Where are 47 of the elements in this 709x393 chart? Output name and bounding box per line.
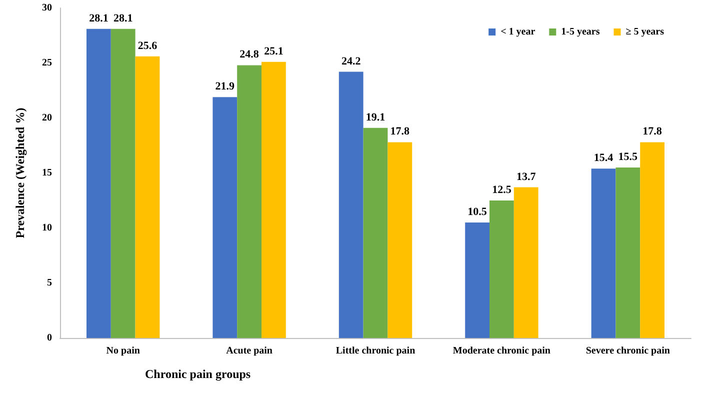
bar <box>363 128 388 338</box>
bar <box>135 56 160 338</box>
bar <box>640 142 664 338</box>
x-tick-label: Severe chronic pain <box>586 346 670 356</box>
bar <box>86 28 111 338</box>
data-label: 28.1 <box>89 12 108 24</box>
data-label: 19.1 <box>366 111 386 124</box>
y-tick-label: 20 <box>42 112 52 124</box>
data-label: 24.8 <box>240 48 260 61</box>
data-label: 25.1 <box>264 45 284 58</box>
y-tick-label: 15 <box>42 168 52 178</box>
x-tick-label: No pain <box>106 346 140 356</box>
y-tick-label: 25 <box>42 58 52 68</box>
data-label: 17.8 <box>642 126 662 138</box>
y-axis-title: Prevalence (Weighted %) <box>13 108 27 238</box>
data-label: 12.5 <box>492 184 512 196</box>
bar <box>262 62 286 338</box>
bar <box>514 187 538 338</box>
legend-label: < 1 year <box>500 26 536 38</box>
y-tick-label: 0 <box>47 332 52 344</box>
data-label: 13.7 <box>516 170 536 183</box>
bar <box>465 222 490 338</box>
data-label: 21.9 <box>215 80 236 93</box>
x-tick-label: Acute pain <box>226 346 273 356</box>
bar <box>616 168 640 338</box>
y-tick-label: 10 <box>42 222 52 234</box>
data-label: 28.1 <box>113 12 133 24</box>
bar <box>338 72 364 338</box>
legend-label: ≥ 5 years <box>626 26 664 38</box>
data-label: 15.5 <box>618 151 638 163</box>
x-tick-label: Little chronic pain <box>336 346 416 356</box>
data-label: 17.8 <box>390 126 410 138</box>
data-label: 25.6 <box>138 40 158 52</box>
legend-label: 1-5 years <box>561 26 600 38</box>
bar <box>388 142 412 338</box>
data-label: 24.2 <box>341 55 362 68</box>
x-tick-label: Moderate chronic pain <box>452 346 551 356</box>
bar <box>490 200 514 338</box>
bar <box>110 28 136 338</box>
data-label: 10.5 <box>468 206 488 218</box>
y-tick-label: 30 <box>42 2 52 14</box>
bar <box>237 65 262 338</box>
x-axis-title: Chronic pain groups <box>145 367 251 381</box>
bar <box>212 97 238 338</box>
data-label: 15.4 <box>594 152 614 164</box>
bar <box>591 168 616 338</box>
y-tick-label: 5 <box>47 278 52 288</box>
